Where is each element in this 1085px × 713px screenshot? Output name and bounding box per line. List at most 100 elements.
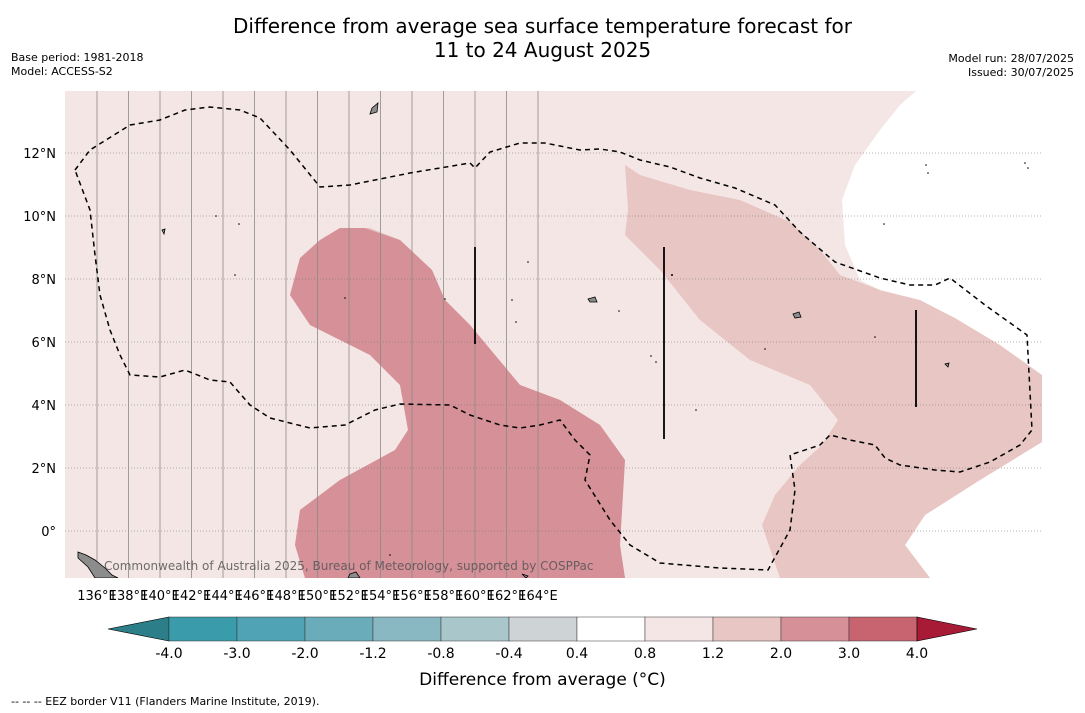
anomaly-0.8-1.2-band-east [870,375,1042,578]
latitude-label: 4°N [32,399,57,414]
atoll [925,164,927,166]
colorbar-extend-high [916,616,978,642]
model-info: Base period: 1981-2018 Model: ACCESS-S2 [11,51,143,79]
colorbar-segment [780,616,850,642]
white-region-east [842,91,1042,375]
longitude-label: 144°E [203,589,243,604]
atoll [511,299,513,301]
colorbar-tick-label: 0.8 [634,646,656,662]
island-palau [161,228,166,236]
island-manus [521,573,529,578]
longitude-label: 142°E [172,589,212,604]
latitude-label: 0° [41,525,56,540]
colorbar-tick-label: -0.4 [495,646,522,662]
colorbar-segment [372,616,442,642]
model-name: Model: ACCESS-S2 [11,65,113,78]
atoll [1027,167,1029,169]
colorbar-tick-label: -2.0 [291,646,318,662]
map-panel: Commonwealth of Australia 2025, Bureau o… [65,91,1042,578]
colorbar-segment [508,616,578,642]
eez-footnote: -- -- -- EEZ border V11 (Flanders Marine… [11,695,320,708]
small-atolls [215,162,1029,556]
colorbar-tick-label: 2.0 [770,646,792,662]
colorbar-segment [168,616,238,642]
island-admiralty [347,571,361,578]
longitude-label: 162°E [487,589,527,604]
island-kosrae [944,362,950,368]
atoll [764,348,766,350]
colorbar-segment [440,616,510,642]
grid-lines [65,152,1042,532]
title-line-2: 11 to 24 August 2025 [433,38,652,62]
atoll [695,409,697,411]
colorbar-tick-label: 3.0 [838,646,860,662]
colorbar: -4.0 -3.0 -2.0 -1.2 -0.8 -0.4 0.4 0.8 1.2 2.0 3.0 4… [107,616,978,662]
atoll [927,172,929,174]
longitude-label: 164°E [518,589,558,604]
colorbar-tick-label: -3.0 [223,646,250,662]
colorbar-tick-label: 4.0 [906,646,928,662]
atoll [883,223,885,225]
atoll [215,215,217,217]
latitude-label: 8°N [32,273,57,288]
anomaly-0.4-0.8-bottomleft [65,506,118,533]
white-region-southeast [905,442,1042,578]
latitude-label: 12°N [23,147,56,162]
island-newguinea-west [77,551,119,578]
longitude-labels: 136°E138°E140°E142°E144°E146°E148°E150°E… [77,589,558,604]
longitude-label: 150°E [298,589,338,604]
map-title: Difference from average sea surface temp… [0,14,1085,62]
atoll [444,298,446,300]
vertical-boundary-lines [474,247,917,439]
latitude-label: 10°N [23,210,56,225]
longitude-label: 148°E [266,589,306,604]
run-info: Model run: 28/07/2025 Issued: 30/07/2025 [948,52,1074,80]
atoll [1024,162,1026,164]
atoll [618,310,620,312]
atoll [874,336,876,338]
latitude-labels: 12°N 10°N 8°N 6°N 4°N 2°N 0° [23,147,56,540]
atoll [344,297,346,299]
longitude-label: 158°E [424,589,464,604]
colorbar-segment [848,616,918,642]
colorbar-title: Difference from average (°C) [419,670,666,690]
eez-border [74,106,1033,571]
island-guam [369,102,379,115]
atoll [650,355,652,357]
colorbar-segment [644,616,714,642]
longitude-label: 136°E [77,589,117,604]
colorbar-extend-low [107,616,170,642]
longitude-label: 154°E [361,589,401,604]
anomaly-1.2-2.0-region [290,228,625,578]
atoll [234,274,236,276]
latitude-label: 6°N [32,336,57,351]
model-run: Model run: 28/07/2025 [948,52,1074,65]
atoll [515,321,517,323]
atoll [527,261,529,263]
base-period: Base period: 1981-2018 [11,51,144,64]
title-line-1: Difference from average sea surface temp… [232,14,852,38]
longitude-label: 146°E [235,589,275,604]
colorbar-segment [712,616,782,642]
atoll [389,554,391,556]
longitude-label: 138°E [109,589,149,604]
atoll [655,361,657,363]
copyright-text: Commonwealth of Australia 2025, Bureau o… [104,559,594,573]
longitude-label: 156°E [392,589,432,604]
islands [77,102,950,578]
colorbar-tick-label: 1.2 [702,646,724,662]
meridian-lines [96,91,539,578]
colorbar-segment [304,616,374,642]
colorbar-tick-label: 0.4 [566,646,588,662]
island-pohnpei [792,311,802,319]
atoll [238,223,240,225]
colorbar-segment [576,616,646,642]
issued-date: Issued: 30/07/2025 [967,66,1074,79]
atoll [671,274,673,276]
colorbar-tick-label: -1.2 [359,646,386,662]
colorbar-tick-label: -0.8 [427,646,454,662]
anomaly-0.4-0.8-region [65,91,1042,578]
colorbar-tick-label: -4.0 [155,646,182,662]
longitude-label: 140°E [140,589,180,604]
